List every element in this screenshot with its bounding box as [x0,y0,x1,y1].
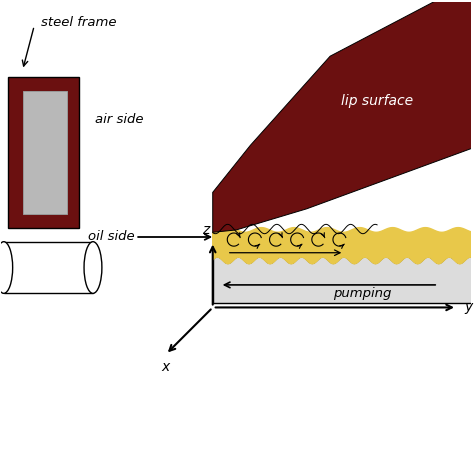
Text: lip surface: lip surface [341,94,413,108]
Text: air side: air side [95,113,144,126]
Bar [23,91,67,213]
Text: oil side: oil side [88,230,135,244]
Polygon shape [213,228,474,264]
Text: steel frame: steel frame [41,16,117,29]
Bar [4,242,93,293]
Polygon shape [213,0,474,232]
Text: pumping: pumping [333,287,391,300]
Ellipse shape [0,242,13,293]
Text: x: x [162,360,170,374]
Text: y: y [464,301,472,314]
Ellipse shape [84,242,102,293]
Polygon shape [213,257,474,303]
Text: z: z [202,223,209,237]
Bar [9,77,79,228]
